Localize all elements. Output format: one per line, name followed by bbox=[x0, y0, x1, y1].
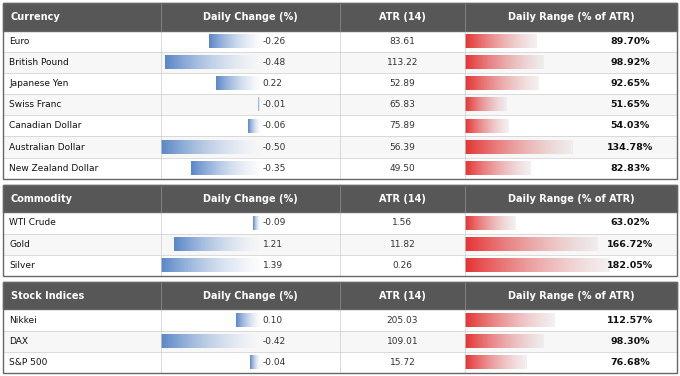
Text: 82.83%: 82.83% bbox=[611, 164, 650, 173]
Text: -0.48: -0.48 bbox=[262, 58, 286, 67]
Text: Canadian Dollar: Canadian Dollar bbox=[10, 121, 82, 130]
Text: Nikkei: Nikkei bbox=[10, 315, 37, 324]
Text: 49.50: 49.50 bbox=[390, 164, 415, 173]
Text: 166.72%: 166.72% bbox=[607, 240, 653, 249]
Text: 112.57%: 112.57% bbox=[607, 315, 653, 324]
Text: -0.01: -0.01 bbox=[262, 100, 286, 109]
Bar bbox=[3, 73, 677, 94]
Text: Daily Change (%): Daily Change (%) bbox=[203, 291, 298, 301]
Text: ATR (14): ATR (14) bbox=[379, 291, 426, 301]
Bar bbox=[3, 185, 677, 212]
Text: ATR (14): ATR (14) bbox=[379, 12, 426, 22]
Text: 52.89: 52.89 bbox=[390, 79, 415, 88]
Text: 75.89: 75.89 bbox=[390, 121, 415, 130]
Text: Stock Indices: Stock Indices bbox=[11, 291, 84, 301]
Text: -0.35: -0.35 bbox=[262, 164, 286, 173]
Bar bbox=[3, 282, 677, 309]
Text: 113.22: 113.22 bbox=[387, 58, 418, 67]
Text: 15.72: 15.72 bbox=[390, 358, 415, 367]
Bar bbox=[3, 185, 677, 212]
Bar bbox=[3, 30, 677, 52]
Text: Daily Range (% of ATR): Daily Range (% of ATR) bbox=[507, 291, 634, 301]
Text: Gold: Gold bbox=[10, 240, 30, 249]
Text: -0.42: -0.42 bbox=[262, 337, 286, 346]
Text: Currency: Currency bbox=[11, 12, 61, 22]
Text: -0.50: -0.50 bbox=[262, 143, 286, 152]
Text: British Pound: British Pound bbox=[10, 58, 69, 67]
Text: 1.56: 1.56 bbox=[392, 218, 412, 227]
Text: 65.83: 65.83 bbox=[390, 100, 415, 109]
Bar bbox=[3, 352, 677, 373]
Text: Swiss Franc: Swiss Franc bbox=[10, 100, 62, 109]
Text: 76.68%: 76.68% bbox=[611, 358, 650, 367]
Text: 182.05%: 182.05% bbox=[607, 261, 653, 270]
Bar bbox=[3, 115, 677, 136]
Text: ATR (14): ATR (14) bbox=[379, 194, 426, 203]
Text: 1.21: 1.21 bbox=[262, 240, 283, 249]
Text: -0.09: -0.09 bbox=[262, 218, 286, 227]
Bar bbox=[3, 3, 677, 30]
Text: New Zealand Dollar: New Zealand Dollar bbox=[10, 164, 99, 173]
Bar bbox=[3, 212, 677, 233]
Bar bbox=[3, 309, 677, 331]
Text: 51.65%: 51.65% bbox=[611, 100, 650, 109]
Bar bbox=[3, 255, 677, 276]
Text: WTI Crude: WTI Crude bbox=[10, 218, 56, 227]
Text: S&P 500: S&P 500 bbox=[10, 358, 48, 367]
Text: DAX: DAX bbox=[10, 337, 29, 346]
Bar bbox=[3, 233, 677, 255]
Text: 205.03: 205.03 bbox=[387, 315, 418, 324]
Text: 134.78%: 134.78% bbox=[607, 143, 653, 152]
Text: 1.39: 1.39 bbox=[262, 261, 283, 270]
Text: Daily Range (% of ATR): Daily Range (% of ATR) bbox=[507, 12, 634, 22]
Bar bbox=[3, 136, 677, 158]
Text: 92.65%: 92.65% bbox=[611, 79, 650, 88]
Bar bbox=[3, 52, 677, 73]
Text: 63.02%: 63.02% bbox=[611, 218, 650, 227]
Text: 0.26: 0.26 bbox=[392, 261, 412, 270]
Text: -0.26: -0.26 bbox=[262, 36, 286, 45]
Bar bbox=[3, 282, 677, 309]
Bar bbox=[3, 94, 677, 115]
Text: 83.61: 83.61 bbox=[390, 36, 415, 45]
Text: 0.22: 0.22 bbox=[262, 79, 282, 88]
Text: 54.03%: 54.03% bbox=[611, 121, 650, 130]
Text: Japanese Yen: Japanese Yen bbox=[10, 79, 69, 88]
Text: Daily Range (% of ATR): Daily Range (% of ATR) bbox=[507, 194, 634, 203]
Text: 56.39: 56.39 bbox=[390, 143, 415, 152]
Bar bbox=[3, 331, 677, 352]
Bar bbox=[3, 158, 677, 179]
Text: Australian Dollar: Australian Dollar bbox=[10, 143, 85, 152]
Text: Silver: Silver bbox=[10, 261, 35, 270]
Text: -0.06: -0.06 bbox=[262, 121, 286, 130]
Bar bbox=[3, 3, 677, 30]
Text: 109.01: 109.01 bbox=[386, 337, 418, 346]
Text: 11.82: 11.82 bbox=[390, 240, 415, 249]
Text: Commodity: Commodity bbox=[11, 194, 73, 203]
Text: 98.92%: 98.92% bbox=[611, 58, 650, 67]
Bar bbox=[3, 282, 677, 373]
Text: Daily Change (%): Daily Change (%) bbox=[203, 194, 298, 203]
Bar bbox=[3, 3, 677, 179]
Text: 89.70%: 89.70% bbox=[611, 36, 650, 45]
Text: Euro: Euro bbox=[10, 36, 30, 45]
Text: Daily Change (%): Daily Change (%) bbox=[203, 12, 298, 22]
Bar bbox=[3, 185, 677, 276]
Text: -0.04: -0.04 bbox=[262, 358, 286, 367]
Text: 98.30%: 98.30% bbox=[611, 337, 650, 346]
Text: 0.10: 0.10 bbox=[262, 315, 283, 324]
